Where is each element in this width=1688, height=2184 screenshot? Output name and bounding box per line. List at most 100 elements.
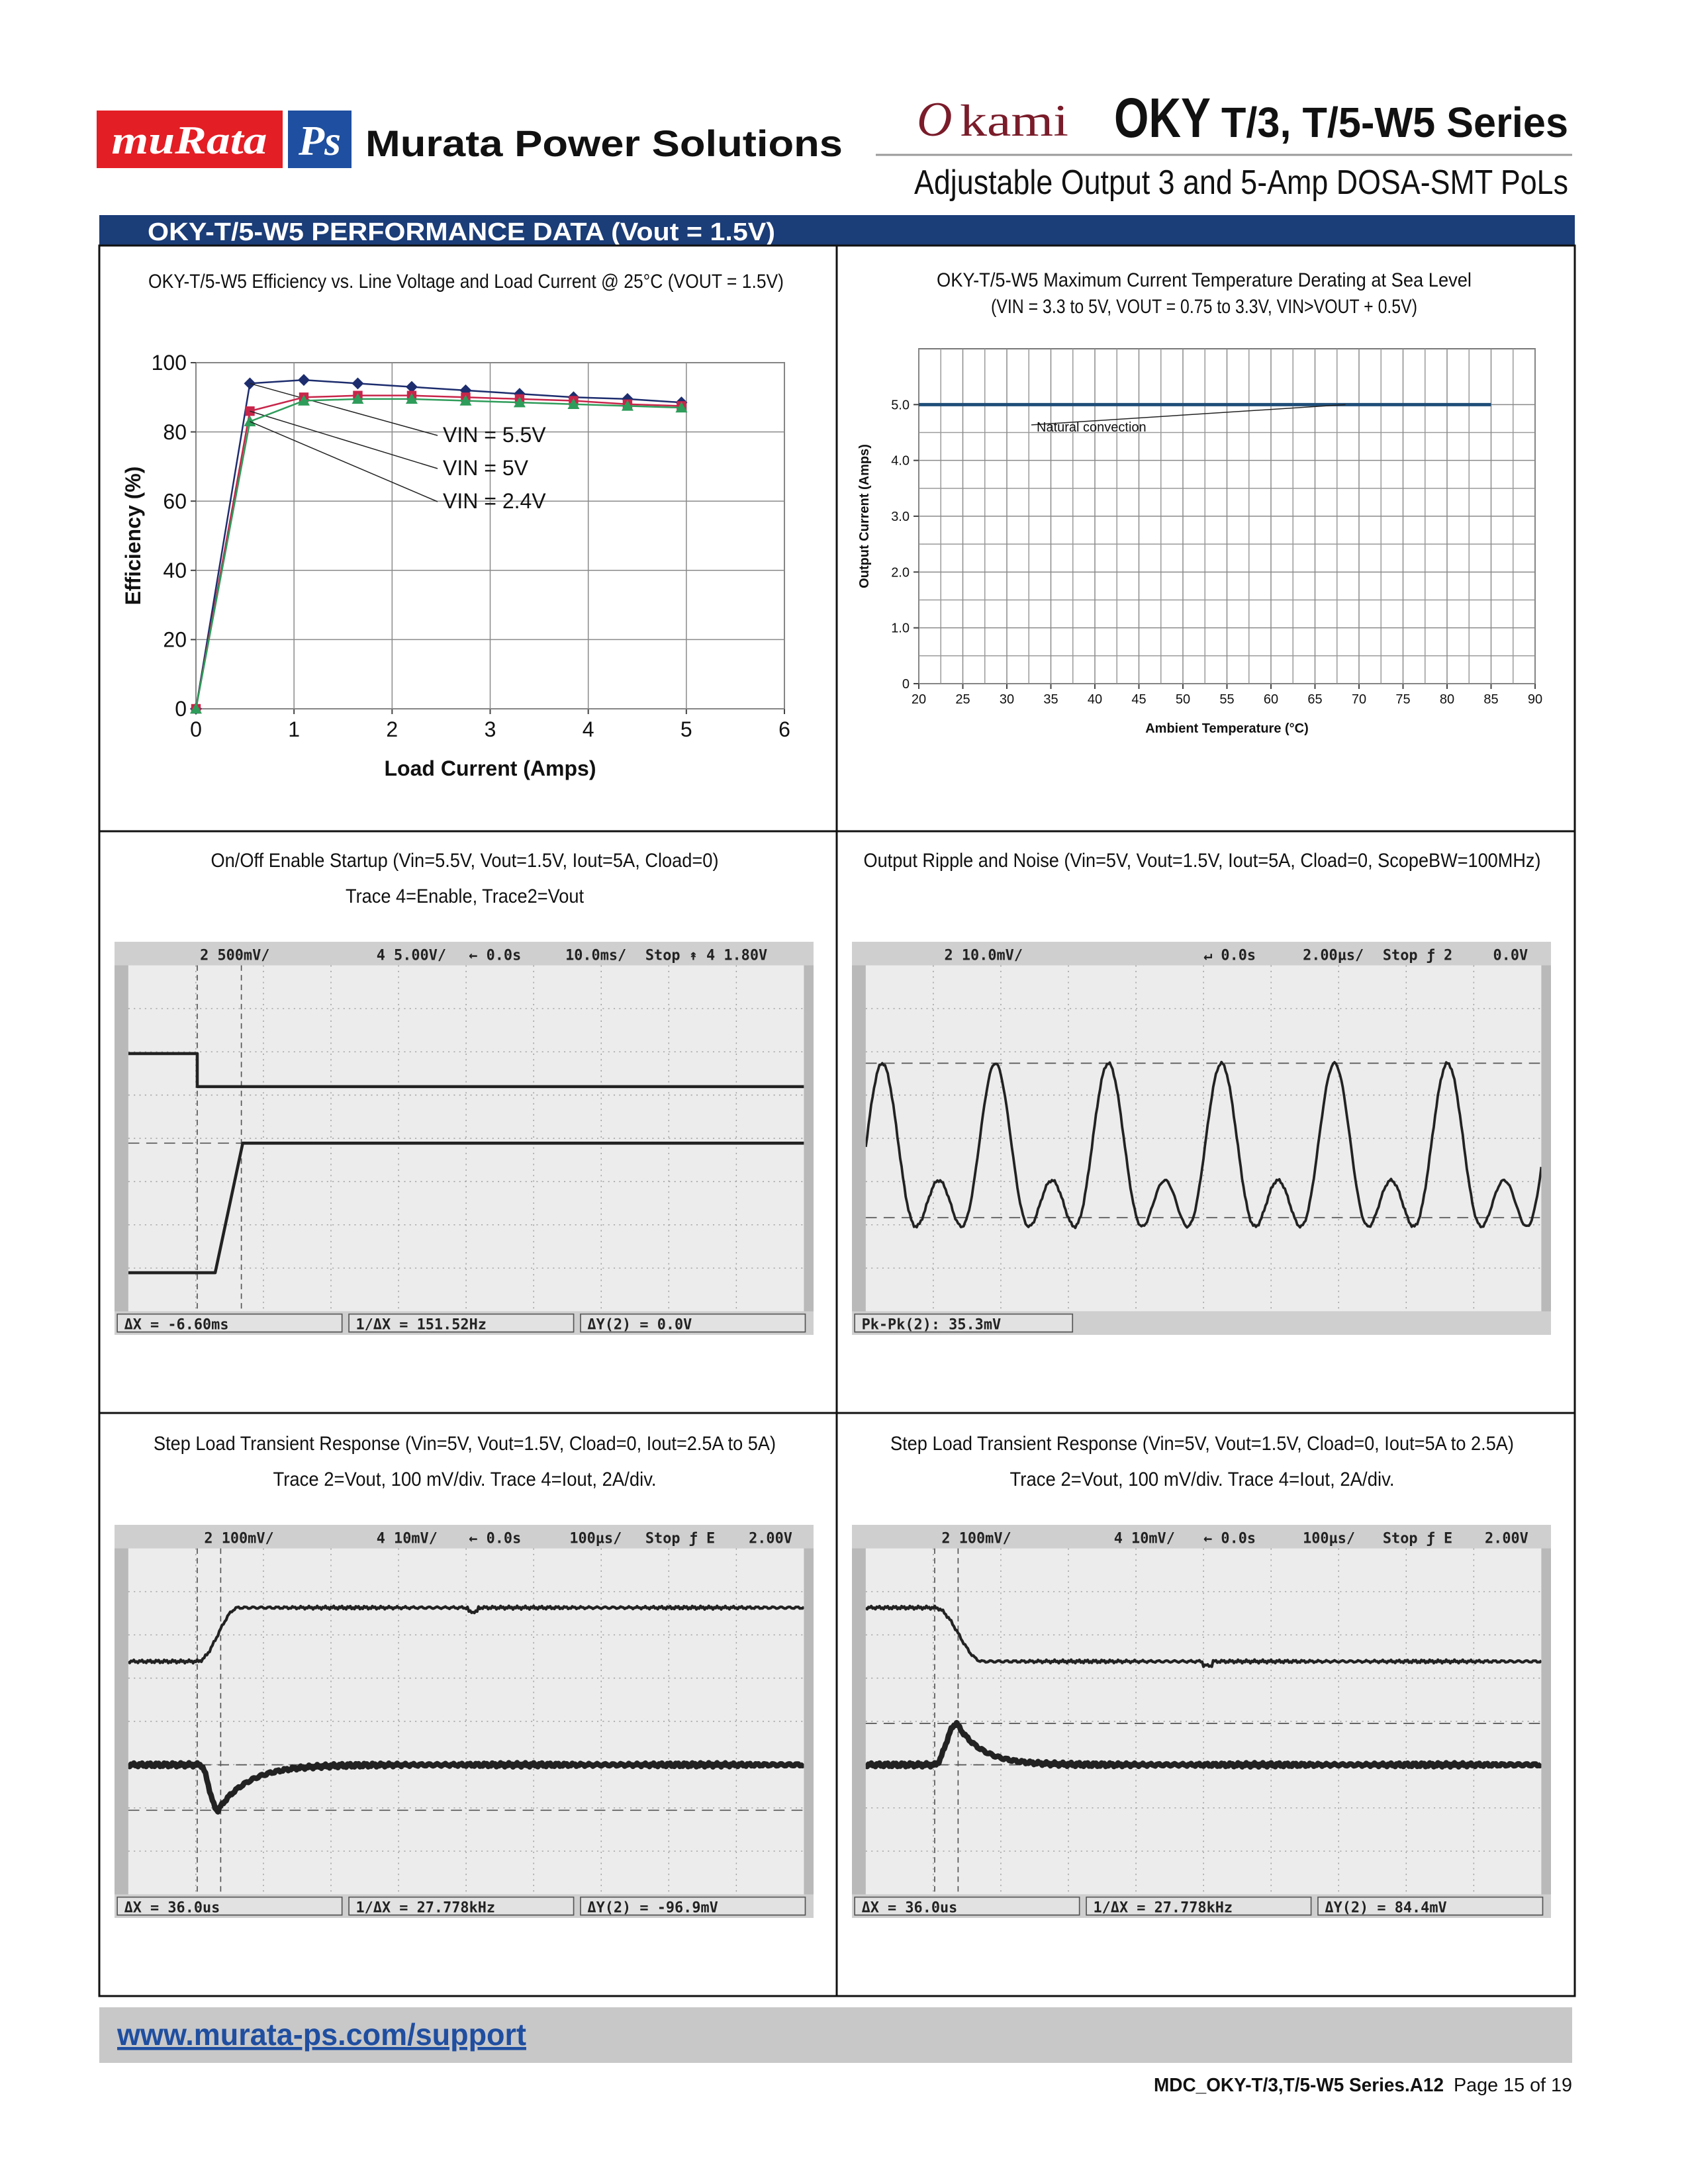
data-marker (352, 377, 364, 390)
scope-setting: ← 0.0s (469, 947, 521, 964)
data-marker (621, 400, 633, 411)
scope-setting: 100µs/ (569, 1530, 622, 1547)
scope-setting: 100µs/ (1303, 1530, 1355, 1547)
product-logo: kami (960, 95, 1068, 146)
x-tick-label: 5 (680, 717, 692, 741)
scope-setting: 10.0ms/ (565, 947, 626, 964)
y-tick-label: 80 (163, 420, 187, 444)
x-tick-label: 80 (1440, 692, 1454, 707)
waveform (128, 1141, 804, 1275)
readout-box (580, 1313, 806, 1333)
scope-title: Step Load Transient Response (Vin=5V, Vo… (890, 1433, 1514, 1455)
scope-setting: ← 0.0s (469, 1530, 521, 1547)
data-marker (297, 394, 310, 406)
x-tick-label: 55 (1219, 692, 1234, 707)
subtitle: Adjustable Output 3 and 5-Amp DOSA-SMT P… (914, 163, 1568, 202)
chart-subtitle: (VIN = 3.3 to 5V, VOUT = 0.75 to 3.3V, V… (991, 296, 1417, 318)
scope-setting: ↵ 0.0s (1203, 947, 1256, 964)
x-tick-label: 6 (778, 717, 790, 741)
x-tick-label: 45 (1131, 692, 1146, 707)
x-tick-label: 30 (1000, 692, 1014, 707)
x-tick-label: 4 (583, 717, 594, 741)
data-marker (190, 703, 202, 714)
scope-readout: Pk-Pk(2): 35.3mV (862, 1316, 1002, 1333)
leader-line (250, 383, 438, 436)
readout-box (854, 1313, 1074, 1333)
scope-readout: ΔY(2) = 0.0V (587, 1316, 692, 1333)
x-tick-label: 65 (1307, 692, 1322, 707)
scope-top-bar (115, 1525, 814, 1549)
waveform (865, 1719, 1542, 1770)
y-tick-label: 1.0 (891, 621, 910, 636)
x-tick-label: 20 (912, 692, 926, 707)
data-marker (405, 392, 418, 404)
y-tick-label: 4.0 (891, 454, 910, 469)
scope-setting: 2.00µs/ (1303, 947, 1364, 964)
scope-setting: 2 100mV/ (204, 1530, 273, 1547)
data-marker (513, 396, 526, 408)
y-tick-label: 60 (163, 489, 187, 513)
brand-logo: muRata (112, 118, 267, 162)
y-tick-label: 100 (152, 351, 187, 375)
page-number: Page 15 of 19 (1454, 2075, 1572, 2096)
scope-setting: Stop ƒ E (1383, 1530, 1452, 1547)
scope-top-bar (852, 942, 1551, 966)
x-tick-label: 3 (485, 717, 496, 741)
chart-title: OKY-T/5-W5 Maximum Current Temperature D… (937, 269, 1472, 291)
leader-line (1031, 404, 1346, 426)
waveform (128, 1052, 804, 1089)
scope-title: Output Ripple and Noise (Vin=5V, Vout=1.… (864, 850, 1541, 872)
y-axis-label: Output Current (Amps) (857, 444, 872, 588)
scope-title: Step Load Transient Response (Vin=5V, Vo… (154, 1433, 776, 1455)
scope-setting: 4 5.00V/ (377, 947, 446, 964)
x-axis-label: Ambient Temperature (°C) (1145, 721, 1309, 736)
readout-box (854, 1896, 1080, 1916)
data-marker (245, 406, 255, 416)
section-bar (99, 215, 1575, 246)
brand-mark-box (288, 111, 352, 168)
scope-setting: 2 10.0mV/ (945, 947, 1023, 964)
data-marker (675, 401, 688, 413)
scope-top-bar (115, 942, 814, 966)
scope-screen: 2 100mV/4 10mV/ ← 0.0s 100µs/Stop ƒ E 2.00V… (852, 1525, 1551, 1918)
document-id: MDC_OKY-T/3,T/5-W5 Series.A12 (1154, 2075, 1444, 2096)
scope-title: Trace 2=Vout, 100 mV/div. Trace 4=Iout, … (273, 1469, 657, 1490)
footer-bar (99, 2007, 1572, 2063)
readout-box (1086, 1896, 1312, 1916)
x-tick-label: 50 (1176, 692, 1190, 707)
data-marker (567, 398, 580, 409)
y-tick-label: 0 (175, 697, 187, 721)
readout-box (117, 1313, 343, 1333)
y-axis-label: Efficiency (%) (121, 467, 145, 606)
x-axis-label: Load Current (Amps) (385, 756, 596, 780)
data-marker (297, 374, 310, 387)
series-label: VIN = 2.4V (443, 489, 546, 513)
scope-top-bar (852, 1525, 1551, 1549)
x-tick-label: 0 (190, 717, 202, 741)
scope-readout: ΔY(2) = 84.4mV (1325, 1899, 1446, 1916)
scope-setting: Stop ↟ 4 1.80V (645, 947, 767, 964)
scope-title: Trace 2=Vout, 100 mV/div. Trace 4=Iout, … (1010, 1469, 1395, 1490)
x-tick-label: 90 (1528, 692, 1542, 707)
scope-setting: ← 0.0s (1203, 1530, 1256, 1547)
footer-link[interactable]: www.murata-ps.com/support (117, 2017, 526, 2052)
scope-title: On/Off Enable Startup (Vin=5.5V, Vout=1.… (211, 850, 719, 872)
scope-title: Trace 4=Enable, Trace2=Vout (346, 886, 585, 907)
x-tick-label: 35 (1043, 692, 1058, 707)
y-tick-label: 3.0 (891, 510, 910, 524)
scope-screen: 2 10.0mV/ ↵ 0.0s 2.00µs/Stop ƒ 2 0.0V Pk-Pk(… (852, 942, 1551, 1335)
company-name: Murata Power Solutions (365, 122, 843, 164)
scope-setting: 0.0V (1493, 947, 1528, 964)
waveform (128, 1760, 804, 1815)
scope-readout: ΔX = 36.0us (124, 1899, 220, 1916)
chart-title: OKY-T/5-W5 Efficiency vs. Line Voltage a… (148, 271, 784, 293)
brand-logo-box (97, 111, 283, 168)
series-line (195, 394, 682, 709)
readout-box (348, 1313, 575, 1333)
x-tick-label: 1 (288, 717, 300, 741)
y-tick-label: 40 (163, 559, 187, 582)
scope-setting: Stop ƒ E (645, 1530, 715, 1547)
scope-setting: Stop ƒ 2 (1383, 947, 1452, 964)
scope-readout: 1/ΔX = 27.778kHz (1093, 1899, 1233, 1916)
data-marker (244, 415, 256, 427)
